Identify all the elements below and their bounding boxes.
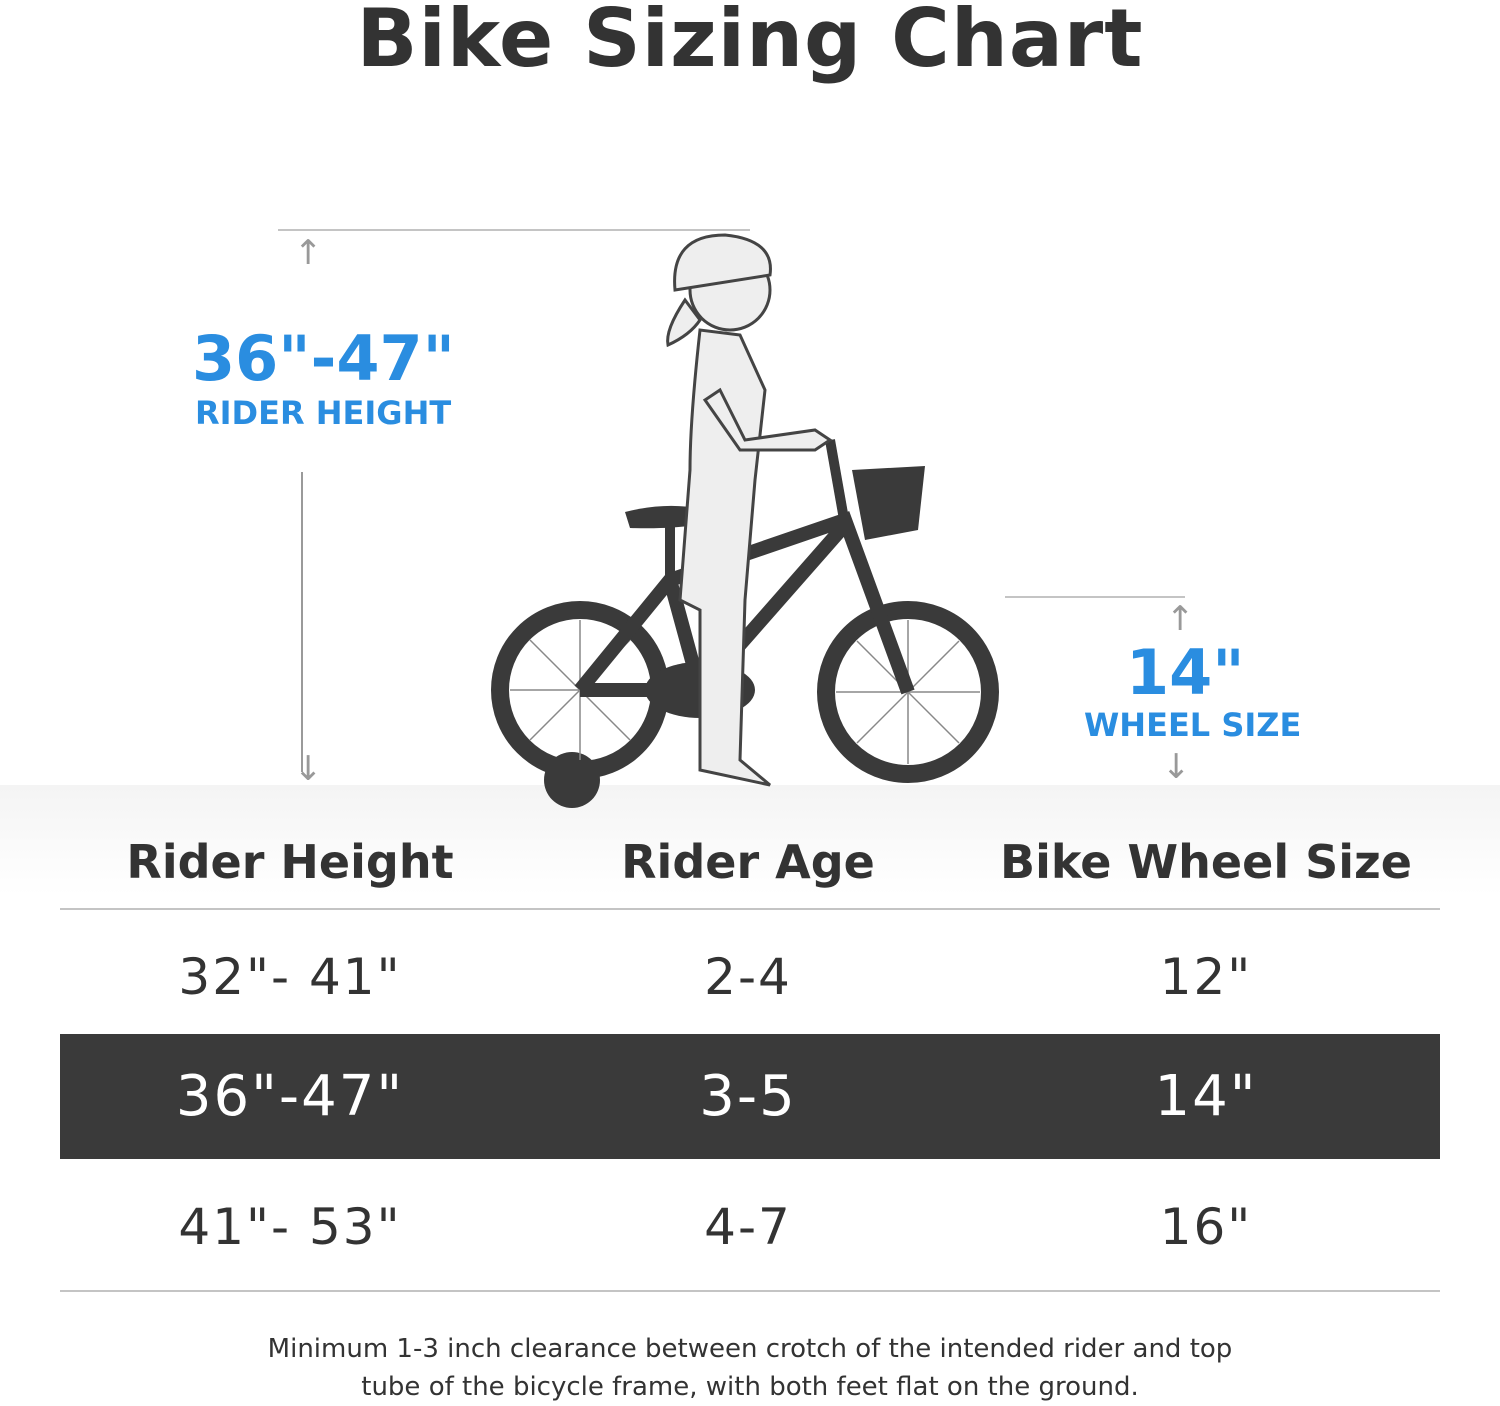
arrow-down-icon: ↓ [1162, 747, 1191, 787]
cell-wheel-size: 16" [1159, 1198, 1253, 1256]
wheel-size-value: 14" [1126, 636, 1245, 709]
fit-note-line-1: Minimum 1-3 inch clearance between crotc… [267, 1334, 1233, 1364]
rider-height-label: RIDER HEIGHT [195, 394, 452, 432]
child-with-bike-illustration [491, 233, 999, 808]
top-measure-line [278, 229, 750, 231]
wheel-measure-line [1005, 596, 1185, 598]
table-row-highlighted: 36"-47" 3-5 14" [60, 1034, 1440, 1159]
rider-height-line [301, 472, 303, 772]
arrow-up-icon: ↑ [1166, 599, 1195, 639]
table-header-band [0, 785, 1500, 895]
arrow-up-icon: ↑ [294, 233, 323, 273]
wheel-size-label: WHEEL SIZE [1084, 706, 1302, 744]
cell-rider-height: 32"- 41" [178, 948, 402, 1006]
child-icon [666, 233, 833, 787]
cell-rider-age: 3-5 [699, 1064, 797, 1129]
cell-wheel-size: 14" [1154, 1064, 1258, 1129]
column-header-rider-height: Rider Height [126, 835, 454, 889]
page-title: Bike Sizing Chart [356, 0, 1144, 85]
cell-rider-age: 2-4 [704, 948, 792, 1006]
arrow-down-icon: ↓ [294, 749, 323, 789]
divider [60, 908, 1440, 910]
column-header-rider-age: Rider Age [621, 835, 875, 889]
column-header-wheel-size: Bike Wheel Size [1000, 835, 1412, 889]
table-header-row: Rider Height Rider Age Bike Wheel Size [60, 830, 1440, 894]
table-row: 32"- 41" 2-4 12" [60, 942, 1440, 1012]
cell-rider-age: 4-7 [704, 1198, 792, 1256]
table-row: 41"- 53" 4-7 16" [60, 1192, 1440, 1262]
cell-wheel-size: 12" [1159, 948, 1253, 1006]
fit-note: Minimum 1-3 inch clearance between crotc… [0, 1330, 1500, 1406]
divider [60, 1290, 1440, 1292]
cell-rider-height: 41"- 53" [178, 1198, 402, 1256]
rider-height-value: 36"-47" [192, 322, 455, 395]
fit-note-line-2: tube of the bicycle frame, with both fee… [361, 1372, 1139, 1402]
cell-rider-height: 36"-47" [175, 1064, 405, 1129]
